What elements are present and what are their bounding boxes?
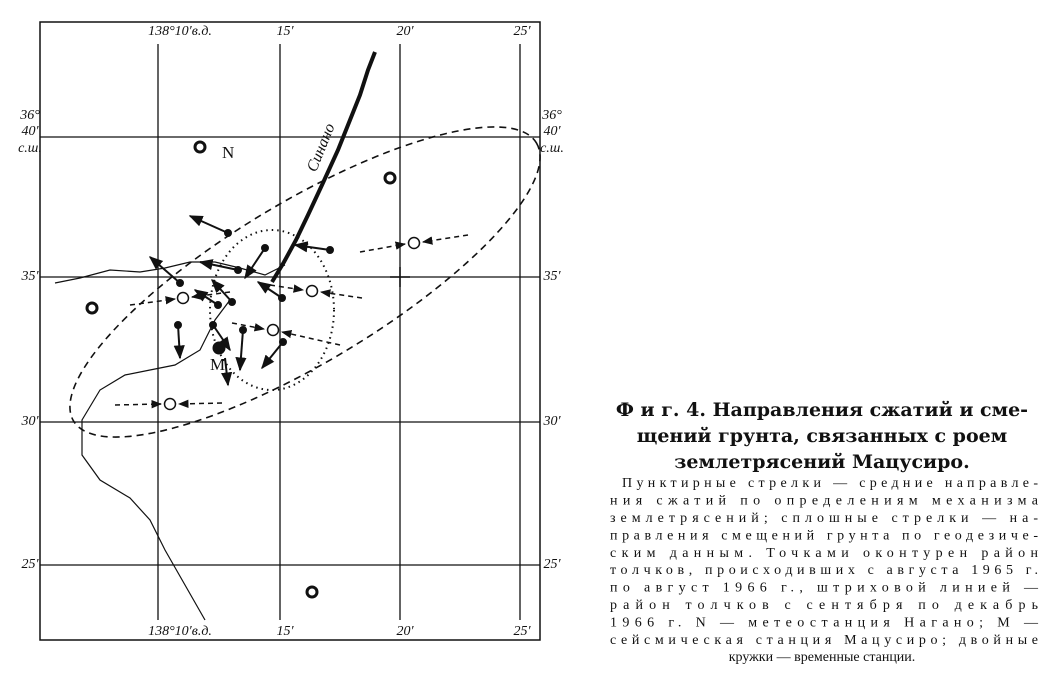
top-label: 138°10′в.д. — [148, 24, 212, 39]
map: N M Синано 138°10′в.д. 138°10′в.д. 15′ 15′ 2… — [18, 21, 564, 641]
caption-line: Пунктирные стрелки — средние направле- — [622, 476, 1038, 491]
caption-line: кружки — временные станции. — [729, 650, 916, 665]
map-frame — [39, 21, 541, 641]
left-label: 30′ — [20, 414, 39, 429]
right-label: 25′ — [543, 557, 561, 572]
caption-title: Ф и г. 4. Направления сжатий и сме- — [616, 399, 1028, 421]
caption-line: ния сжатий по определениям механизма — [610, 494, 1039, 509]
left-label: 36° — [19, 108, 40, 123]
bottom-label: 15′ — [276, 624, 294, 639]
caption-line: по август 1966 г., штриховой линией — — [610, 581, 1039, 596]
right-label: 40′ — [543, 124, 561, 139]
left-label: 40′ — [21, 124, 39, 139]
right-label: 30′ — [542, 414, 561, 429]
caption-line: ским данным. Точками оконтурен район — [610, 546, 1039, 561]
right-label: 36° — [541, 108, 562, 123]
cross-mark — [390, 267, 410, 287]
top-label: 25′ — [513, 24, 531, 39]
left-label: 35′ — [20, 269, 39, 284]
displacement-arrows — [148, 215, 334, 387]
bottom-label: 25′ — [513, 624, 531, 639]
caption: Ф и г. 4. Направления сжатий и сме-щений… — [610, 399, 1039, 665]
right-label: с.ш. — [540, 141, 564, 156]
station-m-label: M — [210, 355, 225, 374]
left-label: с.ш. — [18, 141, 42, 156]
coastline — [54, 261, 286, 621]
caption-line: землетрясений; сплошные стрелки — на- — [610, 511, 1038, 526]
aftershock-zone — [69, 126, 541, 438]
caption-line: сейсмическая станция Мацусиро; двойные — [610, 633, 1038, 648]
caption-line: район толчков с сентября по декабрь — [610, 598, 1038, 613]
caption-title: землетрясений Мацусиро. — [674, 451, 969, 473]
compression-arrows — [114, 234, 469, 411]
left-label: 25′ — [21, 557, 39, 572]
caption-line: правления смещений грунта по геодезиче- — [610, 528, 1038, 543]
axis-labels: 138°10′в.д. 138°10′в.д. 15′ 15′ 20′ 20′ 25′ 25′… — [18, 24, 564, 639]
caption-line: 1966 г. N — метеостанция Нагано; M — — [610, 615, 1039, 630]
river-label: Синано — [304, 121, 339, 174]
right-label: 35′ — [542, 269, 561, 284]
grid — [40, 44, 540, 620]
top-label: 15′ — [276, 24, 294, 39]
caption-line: толчков, происходивших с августа 1965 г. — [610, 563, 1038, 578]
bottom-label: 138°10′в.д. — [148, 624, 212, 639]
top-label: 20′ — [396, 24, 414, 39]
caption-title: щений грунта, связанных с роем — [637, 425, 1007, 447]
station-n-label: N — [222, 143, 234, 162]
bottom-label: 20′ — [396, 624, 414, 639]
river — [270, 51, 377, 284]
swarm-zone — [209, 229, 335, 391]
stations — [85, 140, 397, 599]
